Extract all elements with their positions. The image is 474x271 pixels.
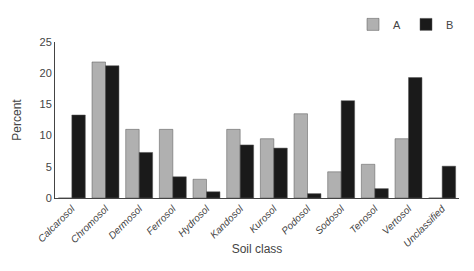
svg-text:Vertosol: Vertosol	[380, 203, 414, 237]
svg-text:Dermosol: Dermosol	[106, 203, 145, 242]
svg-text:B: B	[446, 19, 453, 31]
svg-text:A: A	[393, 19, 401, 31]
svg-text:Kurosol: Kurosol	[247, 203, 279, 235]
svg-text:Sodosol: Sodosol	[313, 203, 347, 237]
svg-text:Tenosol: Tenosol	[347, 203, 380, 236]
svg-text:Hydrosol: Hydrosol	[176, 203, 212, 239]
svg-text:5: 5	[46, 161, 52, 173]
svg-text:Calcarosol: Calcarosol	[36, 203, 78, 245]
svg-text:Unclassified: Unclassified	[401, 203, 447, 249]
svg-text:10: 10	[40, 129, 52, 141]
svg-text:Kandosol: Kandosol	[208, 203, 246, 241]
svg-text:Ferrosol: Ferrosol	[144, 203, 178, 237]
svg-text:Chromosol: Chromosol	[68, 203, 111, 246]
svg-text:25: 25	[40, 36, 52, 48]
svg-text:Soil class: Soil class	[232, 242, 283, 256]
svg-text:Podosol: Podosol	[279, 203, 313, 237]
svg-text:0: 0	[46, 192, 52, 204]
svg-text:Percent: Percent	[10, 99, 24, 141]
svg-text:15: 15	[40, 98, 52, 110]
svg-text:20: 20	[40, 67, 52, 79]
